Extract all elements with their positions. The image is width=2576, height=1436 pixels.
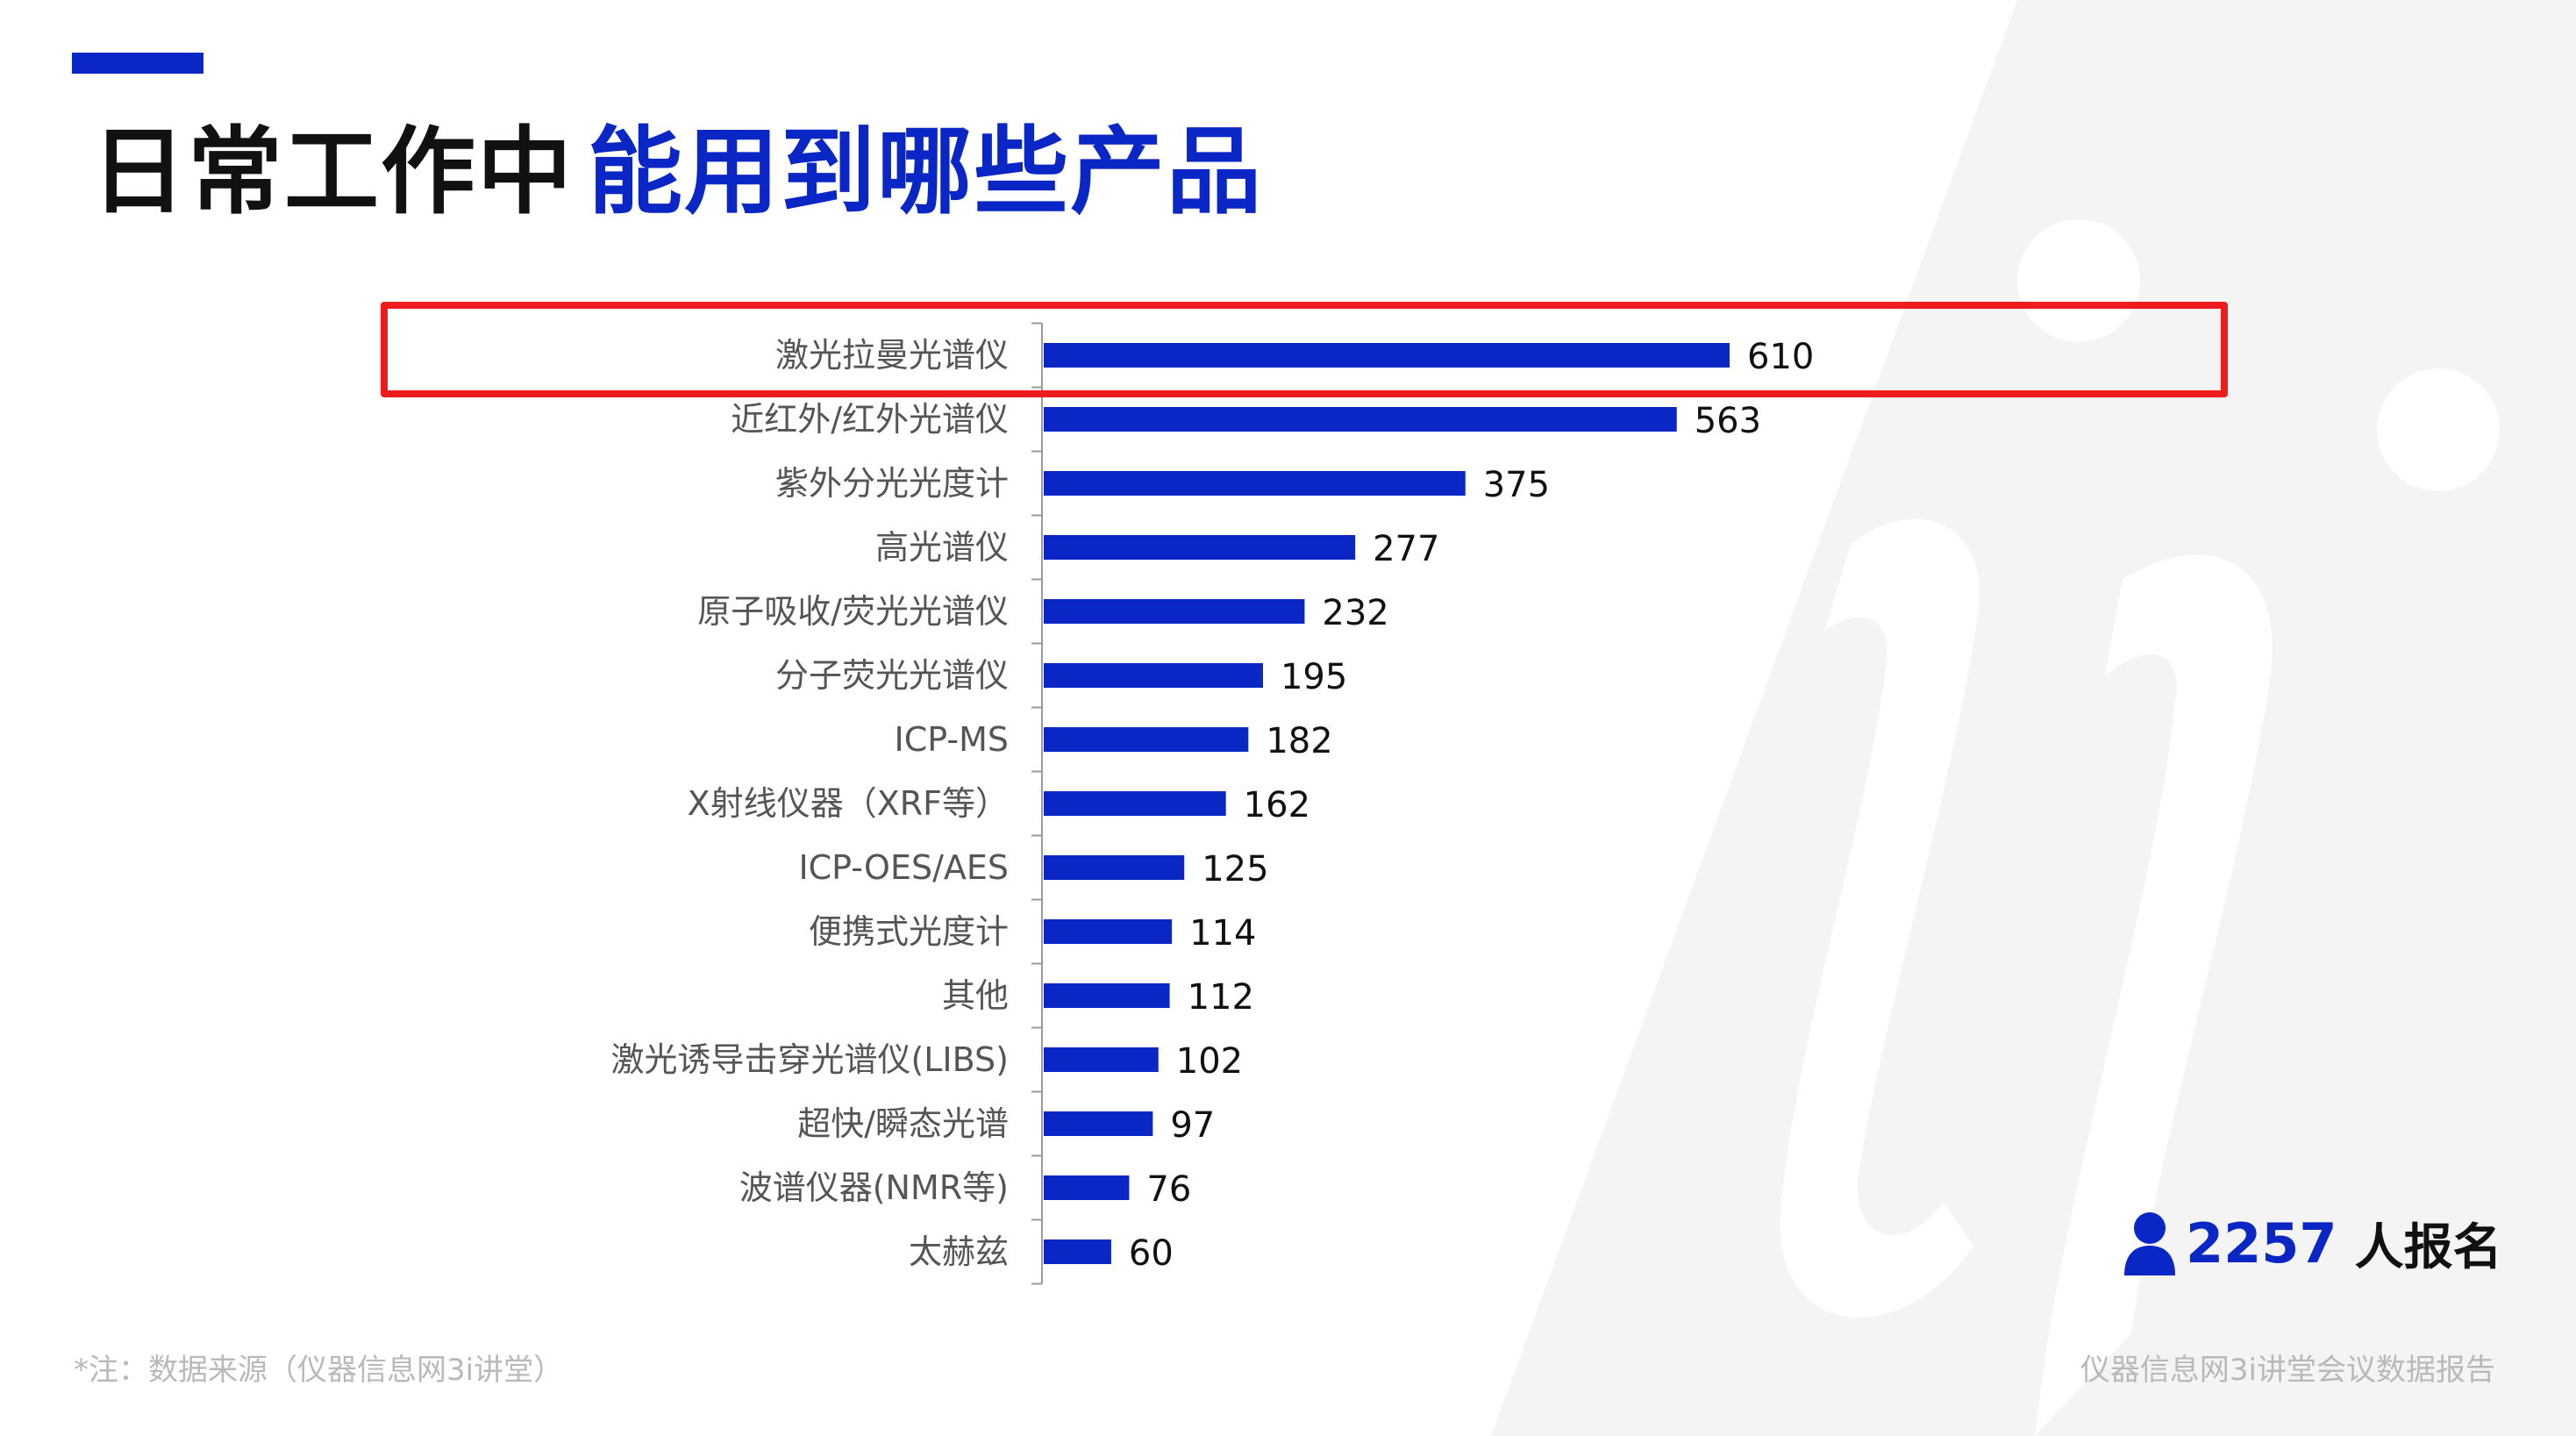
category-label: 激光诱导击穿光谱仪(LIBS)	[610, 1040, 1009, 1079]
title-accent-bar	[72, 53, 203, 74]
person-icon	[2124, 1212, 2175, 1275]
bar-value-label: 182	[1266, 721, 1332, 761]
title-black-part: 日常工作中	[91, 118, 574, 227]
bar-value-label: 162	[1244, 785, 1310, 825]
bar-value-label: 97	[1170, 1105, 1215, 1146]
category-label: 波谱仪器(NMR等)	[739, 1168, 1009, 1207]
bar	[1044, 471, 1466, 496]
bar-value-label: 232	[1322, 593, 1388, 633]
bar	[1044, 407, 1677, 432]
bar-value-label: 277	[1373, 529, 1439, 569]
category-label: 分子荧光光谱仪	[775, 656, 1009, 695]
bar-value-label: 60	[1129, 1233, 1174, 1274]
bar-value-label: 76	[1146, 1169, 1191, 1210]
bar	[1044, 791, 1226, 816]
category-label: 便携式光度计	[809, 912, 1009, 951]
bar-value-label: 102	[1176, 1041, 1243, 1082]
bar	[1044, 919, 1173, 944]
category-label: ICP-MS	[895, 720, 1009, 759]
bar	[1044, 599, 1305, 624]
data-source-footnote: *注：数据来源（仪器信息网3i讲堂）	[74, 1353, 564, 1388]
bar-value-label: 375	[1483, 465, 1550, 505]
category-label: 原子吸收/荧光光谱仪	[697, 592, 1009, 631]
bar-value-label: 112	[1188, 977, 1254, 1018]
category-label: X射线仪器（XRF等）	[688, 784, 1009, 823]
bar	[1044, 727, 1249, 752]
category-label: 紫外分光光度计	[775, 464, 1009, 503]
highlight-box	[381, 302, 2228, 397]
registration-unit: 人报名	[2354, 1218, 2502, 1276]
category-label: 超快/瞬态光谱	[797, 1104, 1009, 1143]
category-label: 激光拉曼光谱仪	[775, 336, 1009, 375]
bar	[1044, 1175, 1130, 1200]
bar-value-label: 125	[1202, 849, 1268, 889]
bar-value-label: 563	[1695, 401, 1761, 441]
bar	[1044, 1240, 1111, 1264]
category-label: 其他	[942, 976, 1009, 1015]
bar	[1044, 1111, 1153, 1136]
category-label: 高光谱仪	[875, 528, 1009, 567]
bar	[1044, 1047, 1159, 1072]
bar	[1044, 855, 1185, 880]
category-label: 近红外/红外光谱仪	[731, 400, 1009, 439]
category-label: ICP-OES/AES	[798, 848, 1009, 887]
bar	[1044, 535, 1356, 560]
bar-value-label: 114	[1189, 913, 1256, 954]
bar	[1044, 983, 1170, 1008]
category-label: 太赫兹	[909, 1232, 1009, 1271]
bar	[1044, 343, 1730, 368]
bar	[1044, 663, 1263, 688]
registrations-badge: 2257 人报名	[2123, 1204, 2502, 1282]
bar-value-label: 195	[1281, 657, 1347, 697]
bar-value-label: 610	[1747, 337, 1814, 377]
report-footer: 仪器信息网3i讲堂会议数据报告	[2080, 1353, 2495, 1388]
title-blue-part: 能用到哪些产品	[588, 118, 1264, 227]
registration-count: 2257	[2186, 1211, 2337, 1275]
page-title: 日常工作中 能用到哪些产品	[91, 116, 1263, 230]
